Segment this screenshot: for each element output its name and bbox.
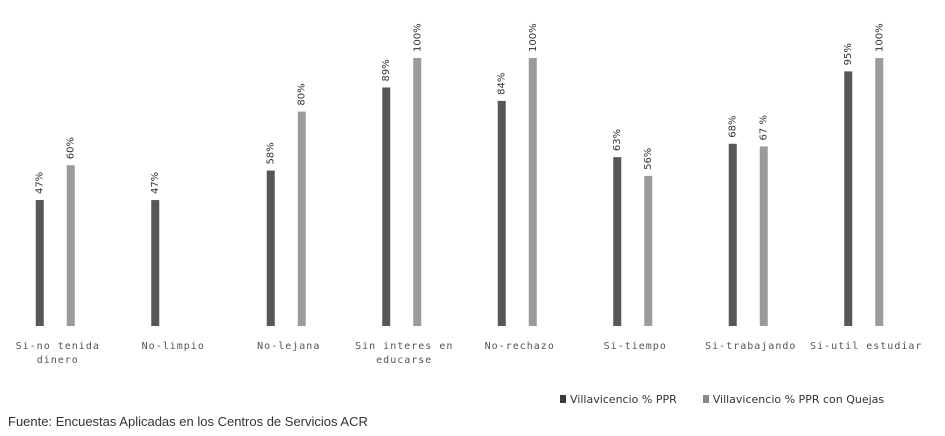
category-label-1-line-2: dinero	[37, 355, 79, 366]
data-label-2-7: 67 %	[759, 115, 770, 140]
bar-1-1	[35, 200, 44, 326]
bar-2-8	[875, 58, 884, 326]
category-label-4-line-2: educarse	[376, 355, 432, 366]
legend-item-series-2: Villavicencio % PPR con Quejas	[702, 392, 885, 406]
bar-2-1	[66, 165, 75, 326]
data-label-2-8: 100%	[874, 23, 885, 52]
bar-2-3	[297, 111, 306, 326]
data-label-1-2: 47%	[150, 172, 161, 194]
category-label-6: Si-tiempo	[604, 341, 667, 352]
data-label-1-7: 68%	[728, 116, 739, 138]
data-label-1-1: 47%	[35, 172, 46, 194]
data-label-2-1: 60%	[66, 137, 77, 159]
data-label-2-5: 100%	[528, 23, 539, 52]
category-label-3: No-lejana	[257, 341, 320, 352]
bar-1-7	[728, 143, 737, 326]
bar-1-4	[382, 87, 391, 326]
data-label-2-3: 80%	[297, 83, 308, 105]
bar-2-7	[759, 146, 768, 326]
data-label-2-4: 100%	[412, 23, 423, 52]
legend-swatch-series-1	[560, 395, 566, 403]
data-label-1-3: 58%	[266, 142, 277, 164]
bar-1-3	[266, 170, 275, 326]
data-label-1-6: 63%	[612, 129, 623, 151]
bar-1-5	[497, 100, 506, 326]
bar-1-8	[844, 71, 853, 327]
legend-item-series-1: Villavicencio % PPR	[560, 393, 677, 406]
source-note: Fuente: Encuestas Aplicadas en los Centr…	[8, 414, 368, 429]
chart-legend: Villavicencio % PPR Villavicencio % PPR …	[560, 391, 940, 407]
legend-swatch-series-2	[702, 395, 709, 403]
legend-label-series-2: Villavicencio % PPR con Quejas	[712, 392, 885, 406]
category-label-4: Sin interes en	[355, 341, 453, 352]
category-label-2: No-limpio	[142, 341, 205, 352]
bar-2-4	[413, 58, 422, 326]
data-label-1-4: 89%	[381, 59, 392, 81]
data-label-1-8: 95%	[843, 43, 854, 65]
data-label-2-6: 56%	[643, 148, 654, 170]
bar-2-6	[644, 175, 653, 326]
category-label-1: Si-no tenida	[16, 341, 100, 352]
bar-1-2	[151, 200, 160, 326]
category-label-5: No-rechazo	[485, 341, 555, 352]
bar-1-6	[613, 157, 622, 326]
category-label-7: Si-trabajando	[705, 341, 796, 352]
legend-label-series-1: Villavicencio % PPR	[570, 392, 677, 406]
category-label-8: Si-util estudiar	[810, 341, 922, 352]
data-label-1-5: 84%	[497, 73, 508, 95]
bar-2-5	[528, 58, 537, 326]
